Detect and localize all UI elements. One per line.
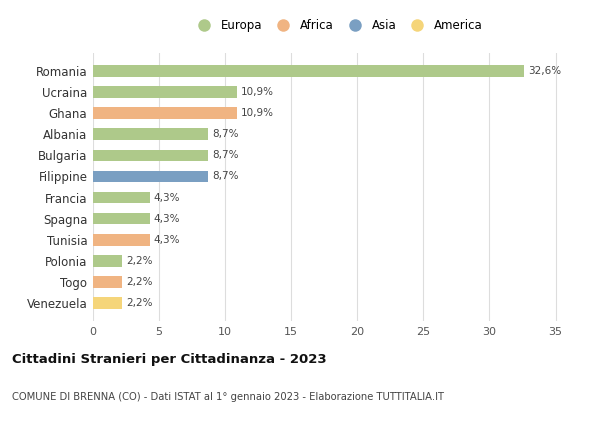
Text: 2,2%: 2,2% <box>126 256 152 266</box>
Legend: Europa, Africa, Asia, America: Europa, Africa, Asia, America <box>188 15 487 37</box>
Text: 10,9%: 10,9% <box>241 87 274 97</box>
Text: Cittadini Stranieri per Cittadinanza - 2023: Cittadini Stranieri per Cittadinanza - 2… <box>12 353 326 366</box>
Text: 8,7%: 8,7% <box>212 129 238 139</box>
Bar <box>93 234 150 246</box>
Bar <box>93 128 208 140</box>
Text: 2,2%: 2,2% <box>126 277 152 287</box>
Bar <box>93 107 237 119</box>
Text: 10,9%: 10,9% <box>241 108 274 118</box>
Bar <box>93 171 208 182</box>
Text: 8,7%: 8,7% <box>212 150 238 160</box>
Text: 32,6%: 32,6% <box>528 66 561 76</box>
Bar <box>93 65 524 77</box>
Text: 2,2%: 2,2% <box>126 298 152 308</box>
Bar <box>93 255 122 267</box>
Bar <box>93 297 122 309</box>
Text: 4,3%: 4,3% <box>154 214 180 224</box>
Bar <box>93 150 208 161</box>
Bar <box>93 276 122 288</box>
Text: COMUNE DI BRENNA (CO) - Dati ISTAT al 1° gennaio 2023 - Elaborazione TUTTITALIA.: COMUNE DI BRENNA (CO) - Dati ISTAT al 1°… <box>12 392 444 403</box>
Bar <box>93 213 150 224</box>
Bar <box>93 192 150 203</box>
Bar <box>93 86 237 98</box>
Text: 4,3%: 4,3% <box>154 193 180 202</box>
Text: 4,3%: 4,3% <box>154 235 180 245</box>
Text: 8,7%: 8,7% <box>212 172 238 181</box>
